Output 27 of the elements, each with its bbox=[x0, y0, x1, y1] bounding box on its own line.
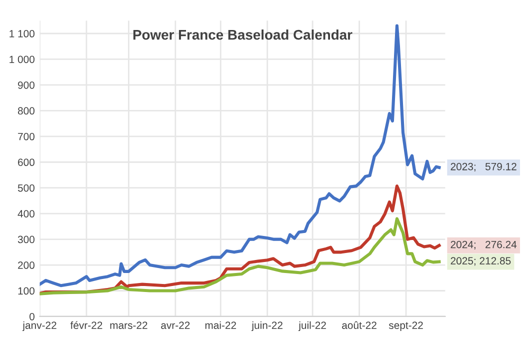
y-tick-label: 600 bbox=[18, 158, 34, 166]
x-tick-label: janv-22 bbox=[22, 321, 56, 332]
y-tick-label: 800 bbox=[18, 107, 34, 115]
annotation: 2023; 579.12 bbox=[450, 162, 516, 172]
x-tick-label: juil-22 bbox=[298, 321, 326, 332]
y-tick-label: 100 bbox=[18, 287, 34, 295]
x-tick-label: févr-22 bbox=[70, 321, 102, 329]
y-tick-label: 300 bbox=[18, 236, 34, 244]
x-tick-label: mai-22 bbox=[205, 321, 236, 329]
x-tick-label: juin-22 bbox=[251, 321, 282, 332]
x-tick-label: mars-22 bbox=[110, 322, 148, 329]
line-series bbox=[40, 24, 441, 288]
y-tick-label: 200 bbox=[18, 262, 34, 269]
x-tick-label: avr-22 bbox=[161, 322, 190, 329]
y-tick-label: 500 bbox=[18, 184, 34, 192]
y-tick-label: 1 000 bbox=[10, 56, 34, 64]
annotation: 2025; 212.85 bbox=[450, 257, 511, 266]
x-tick-label: août-22 bbox=[342, 321, 376, 329]
annotation: 2024; 276.24 bbox=[450, 240, 517, 250]
y-tick-label: 1 100 bbox=[10, 30, 34, 38]
text: Power France Baseload Calendar bbox=[133, 30, 352, 40]
y-tick-label: 700 bbox=[18, 132, 34, 140]
y-tick-label: 900 bbox=[18, 81, 34, 89]
x-tick-label: sept-22 bbox=[388, 322, 423, 332]
y-tick-label: 0 bbox=[30, 312, 34, 320]
y-tick-label: 400 bbox=[18, 210, 34, 218]
line-series bbox=[40, 217, 441, 296]
